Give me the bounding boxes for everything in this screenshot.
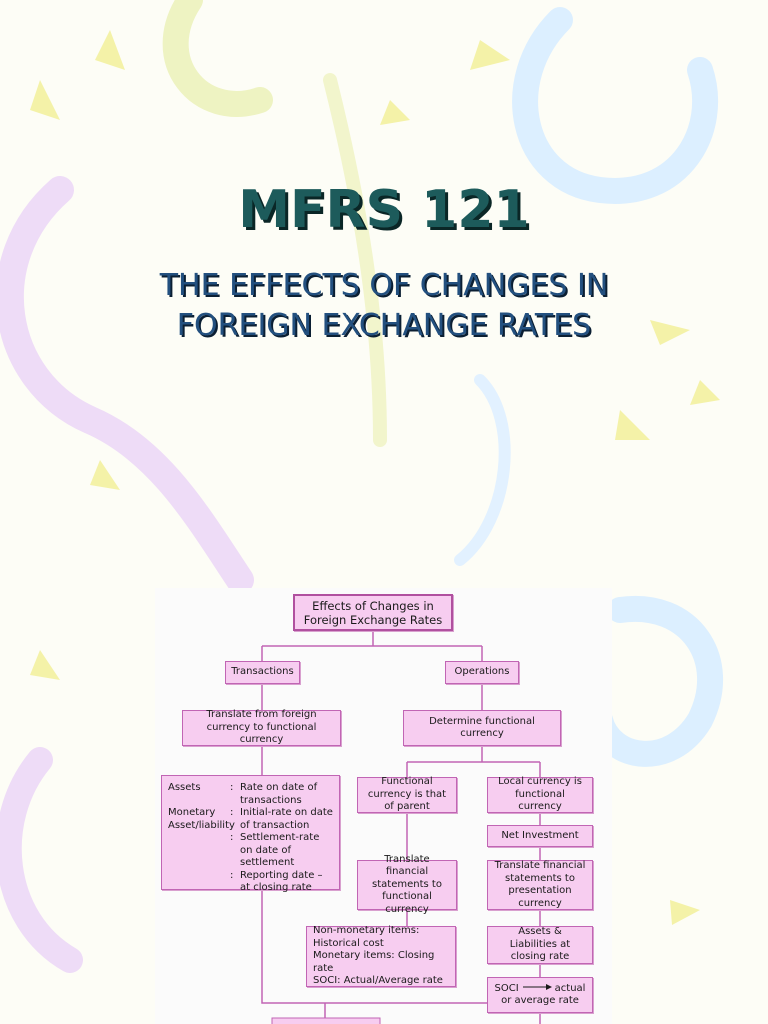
flow-box: Assets: Rate on date of transactions Monet… — [161, 775, 340, 893]
title: MFRS 121 — [238, 180, 530, 240]
item-term: Assets — [168, 782, 201, 793]
arrow-line: SOCI actual or average rate — [495, 983, 586, 1007]
item-term: Monetary Asset/liability — [168, 807, 235, 831]
connectors — [261, 631, 541, 1024]
flow-box: Non-monetary items: Historical cost Monet… — [306, 925, 456, 988]
item-term — [168, 870, 230, 895]
item-text: Rate on date of transactions — [240, 782, 318, 806]
item-text: Reporting date – at closing rate — [240, 869, 323, 894]
item-separator: : — [230, 869, 234, 881]
flow-box: Determine functional currency — [403, 710, 561, 746]
flow-box: Functional currency is that of parent — [357, 776, 457, 813]
arrow-from: SOCI — [494, 982, 519, 994]
flow-box: Operations — [445, 661, 519, 684]
box-line: Monetary items: Closing rate — [313, 950, 435, 974]
arrow-label: SOCI actual or average rate — [494, 983, 586, 1008]
item-text: Initial-rate on date of transaction — [240, 807, 333, 831]
box-label: Translate from foreign currency to funct… — [206, 709, 317, 746]
item-separator: : — [230, 782, 234, 793]
box-label: Operations — [454, 666, 510, 678]
item-text: Settlement-rate on date of settlement — [240, 832, 320, 868]
flow-box: Translate financial statements to functi… — [357, 854, 457, 915]
flow-box: Net Investment — [487, 825, 593, 847]
box-label: Determine functional currency — [429, 715, 535, 740]
flow-box: Transactions — [225, 661, 300, 684]
item-grid: Assets: Rate on date of transactions Monet… — [168, 782, 333, 895]
box-line: Non-monetary items: Historical cost — [313, 925, 420, 949]
cut-off-box — [271, 1017, 381, 1024]
box-label: Transactions — [231, 666, 294, 678]
box-label: Functional currency is that of parent — [367, 776, 447, 813]
box-label: Assets & Liabilities at closing rate — [509, 926, 571, 963]
item-separator: : — [230, 832, 234, 843]
item-separator: : — [230, 807, 234, 818]
box-label: Translate financial statements to functi… — [372, 853, 442, 915]
diagram: Effects of Changes in Foreign Exchange R… — [155, 588, 612, 1024]
arrow — [522, 983, 552, 990]
flow-box: Effects of Changes in Foreign Exchange R… — [293, 594, 453, 631]
box-label: Local currency is functional currency — [498, 776, 582, 813]
box-label: Translate financial statements to presen… — [494, 860, 586, 909]
flow-box: Translate financial statements to presen… — [487, 860, 593, 910]
arrow-to: actual or average rate — [501, 982, 586, 1007]
flow-box: Local currency is functional currency — [487, 776, 593, 813]
flow-box: Translate from foreign currency to funct… — [182, 709, 341, 746]
flow-box: Assets & Liabilities at closing rate — [487, 926, 593, 964]
box-label: Effects of Changes in Foreign Exchange R… — [303, 598, 443, 627]
item-term — [168, 832, 230, 870]
flow-box: SOCI actual or average rate — [487, 977, 593, 1013]
box-label: Net Investment — [501, 829, 579, 841]
box-lines: Non-monetary items: Historical cost Monet… — [313, 925, 449, 988]
box-line: SOCI: Actual/Average rate — [313, 975, 443, 987]
subtitle: THE EFFECTS OF CHANGES IN FOREIGN EXCHAN… — [159, 268, 609, 343]
